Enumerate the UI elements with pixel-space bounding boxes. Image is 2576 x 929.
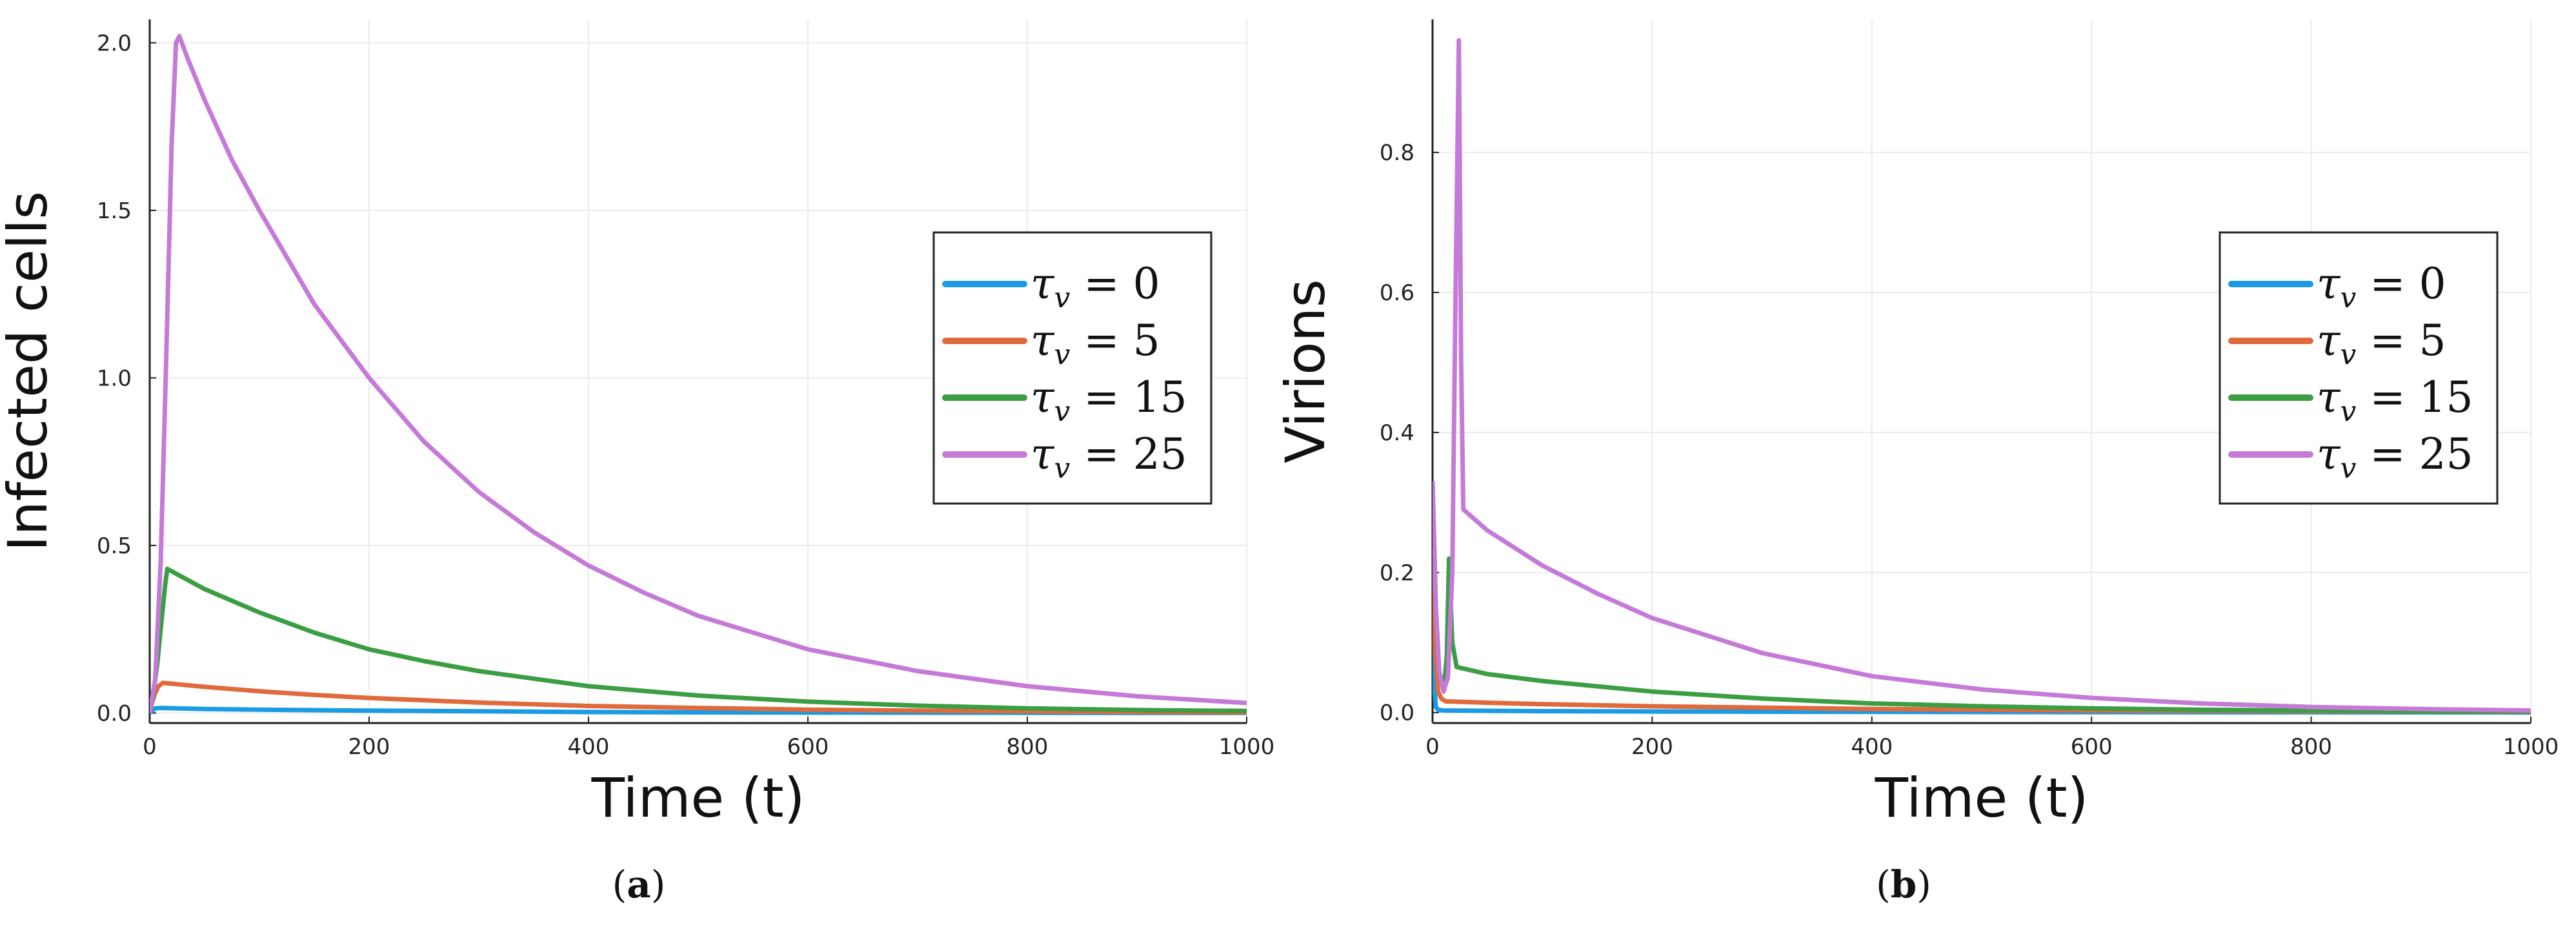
legend-entry: τv = 5 [2317, 316, 2446, 371]
x-tick-label: 600 [787, 734, 829, 760]
legend-box [2219, 231, 2499, 505]
series-line-3 [1433, 38, 2531, 713]
legend-symbol: τ [1031, 373, 1055, 422]
legend-symbol: τ [1031, 316, 1055, 365]
y-tick-label: 0.6 [1380, 280, 1414, 306]
legend-subscript: v [1054, 281, 1071, 314]
legend-value: = 25 [1070, 429, 1187, 479]
legend-entry: τv = 0 [1031, 259, 1160, 314]
panel-caption-letter: b [1891, 863, 1917, 906]
series-line-1 [1433, 481, 2531, 715]
legend-subscript: v [1054, 452, 1071, 485]
legend-box [932, 231, 1213, 505]
y-tick-label: 0.4 [1380, 420, 1414, 446]
y-tick-label: 1.0 [97, 365, 132, 391]
legend-value: = 0 [2356, 259, 2446, 309]
x-tick-label: 400 [568, 734, 610, 760]
series-line-1 [150, 680, 1247, 715]
panel-b-virions: 0 200 400 600 800 1000 0.0 0.2 0.4 0.6 0.8 Time (t)… [1274, 19, 2559, 906]
y-axis-label: Infected cells [0, 191, 59, 551]
x-tick-label: 1000 [2503, 734, 2559, 760]
legend-symbol: τ [2317, 429, 2341, 479]
x-tick-label: 1000 [1219, 734, 1275, 760]
legend-entry: τv = 25 [1031, 429, 1187, 485]
legend-entry: τv = 5 [1031, 316, 1160, 371]
legend-symbol: τ [2317, 316, 2341, 365]
legend-value: = 5 [1070, 316, 1160, 365]
legend-symbol: τ [2317, 373, 2341, 422]
legend-subscript: v [2340, 281, 2357, 314]
series-line-0 [1433, 481, 2531, 715]
series-line-3 [150, 34, 1247, 713]
x-tick-label: 0 [143, 734, 157, 760]
x-tick-label: 200 [1631, 734, 1673, 760]
x-tick-label: 800 [2290, 734, 2332, 760]
y-tick-label: 1.5 [97, 198, 132, 224]
series-line-2 [1433, 481, 2531, 714]
y-tick-label: 0.2 [1380, 560, 1414, 586]
x-axis-label: Time (t) [591, 766, 805, 830]
legend-symbol: τ [1031, 429, 1055, 479]
x-tick-label: 200 [348, 734, 390, 760]
y-tick-label: 0.0 [1380, 700, 1414, 726]
x-tick-label: 400 [1851, 734, 1893, 760]
legend-value: = 5 [2356, 316, 2446, 365]
x-axis-label: Time (t) [1875, 766, 2089, 830]
legend-subscript: v [1054, 395, 1071, 428]
legend-subscript: v [1054, 338, 1071, 371]
legend-entry: τv = 15 [2317, 373, 2473, 428]
legend-symbol: τ [2317, 259, 2341, 309]
y-tick-label: 2.0 [97, 30, 132, 56]
x-tick-label: 600 [2071, 734, 2113, 760]
x-tick-label: 800 [1007, 734, 1049, 760]
legend-entry: τv = 25 [2317, 429, 2473, 485]
panel-a-infected-cells: 0 200 400 600 800 1000 0.0 0.5 1.0 1.5 2.0 Time (t)… [0, 19, 1274, 906]
legend-entry: τv = 15 [1031, 373, 1187, 428]
panel-caption: (b) [1876, 863, 1931, 906]
legend-subscript: v [2340, 452, 2357, 485]
legend-value: = 25 [2356, 429, 2473, 479]
y-axis-label: Virions [1274, 279, 1337, 463]
panel-caption: (a) [612, 863, 666, 906]
y-tick-label: 0.0 [97, 700, 132, 726]
series-line-2 [150, 566, 1247, 714]
legend-entry: τv = 0 [2317, 259, 2446, 314]
legend-symbol: τ [1031, 259, 1055, 309]
y-tick-label: 0.8 [1380, 140, 1414, 166]
legend-subscript: v [2340, 395, 2357, 428]
legend-value: = 15 [1070, 373, 1187, 422]
legend-value: = 0 [1070, 259, 1160, 309]
panel-caption-letter: a [627, 863, 651, 906]
legend-subscript: v [2340, 338, 2357, 371]
y-tick-label: 0.5 [97, 533, 132, 559]
legend-value: = 15 [2356, 373, 2473, 422]
x-tick-label: 0 [1425, 734, 1440, 760]
